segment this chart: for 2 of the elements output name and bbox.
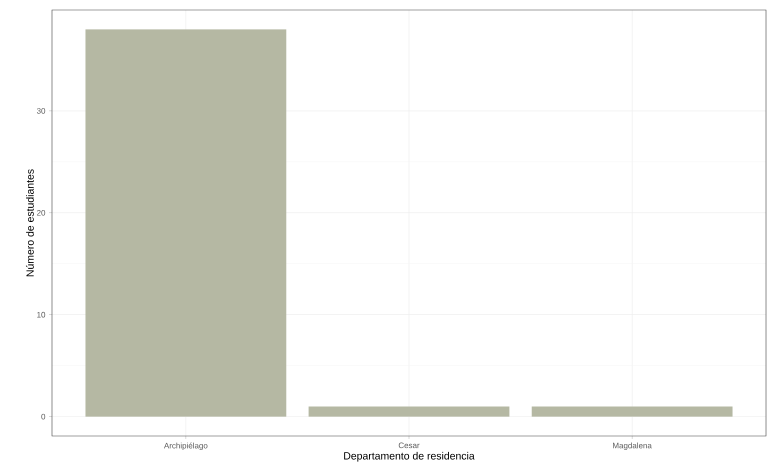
y-axis-title: Número de estudiantes (26, 169, 34, 276)
x-axis-title: Departamento de residencia (344, 452, 475, 462)
